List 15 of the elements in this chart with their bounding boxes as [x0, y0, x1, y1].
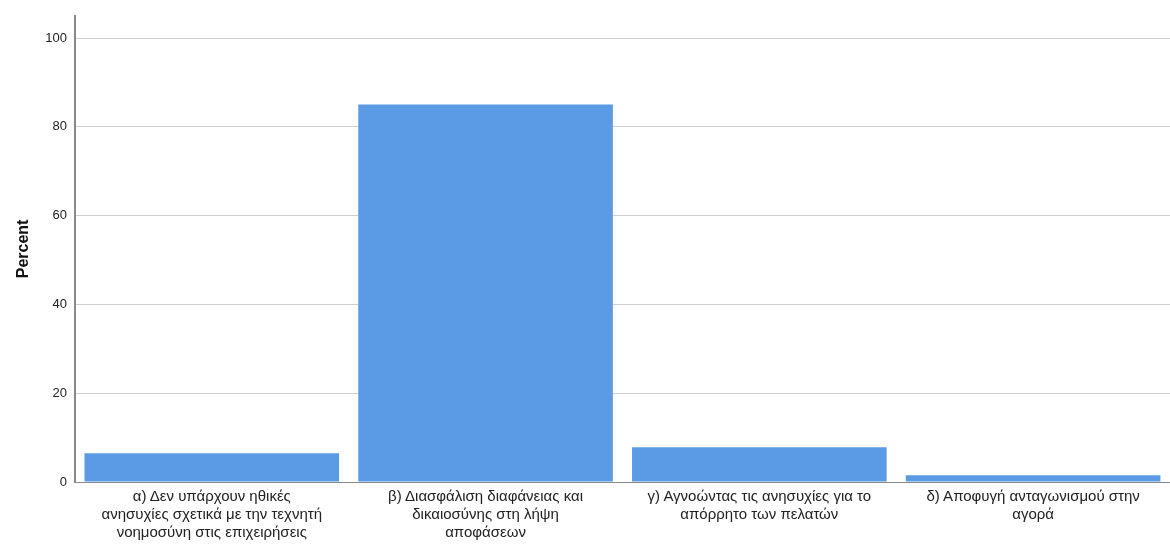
x-tick-label: γ) Αγνοώντας τις ανησυχίες για το απόρρητο των πελατών [647, 487, 872, 523]
bar [632, 447, 887, 482]
y-tick-label: 80 [52, 118, 67, 134]
y-tick-label: 20 [52, 384, 67, 400]
y-tick-label: 60 [52, 207, 67, 223]
x-tick-label: β) Διασφάλιση διαφάνειας και δικαιοσύνης στη λήψη αποφάσεων [388, 487, 584, 541]
bar [84, 453, 340, 482]
bar [905, 475, 1161, 482]
x-tick-label: δ) Αποφυγή ανταγωνισμού στην αγορά [926, 487, 1140, 523]
y-axis-title: Percent [14, 218, 32, 279]
y-tick-label: 100 [45, 29, 67, 45]
y-tick-label: 0 [59, 473, 67, 489]
x-tick-label: α) Δεν υπάρχουν ηθικές ανησυχίες σχετικά με την τεχνητή νοημοσύνη στις επιχειρήσεις [101, 487, 323, 541]
bar [358, 104, 613, 482]
y-tick-label: 40 [52, 295, 67, 311]
